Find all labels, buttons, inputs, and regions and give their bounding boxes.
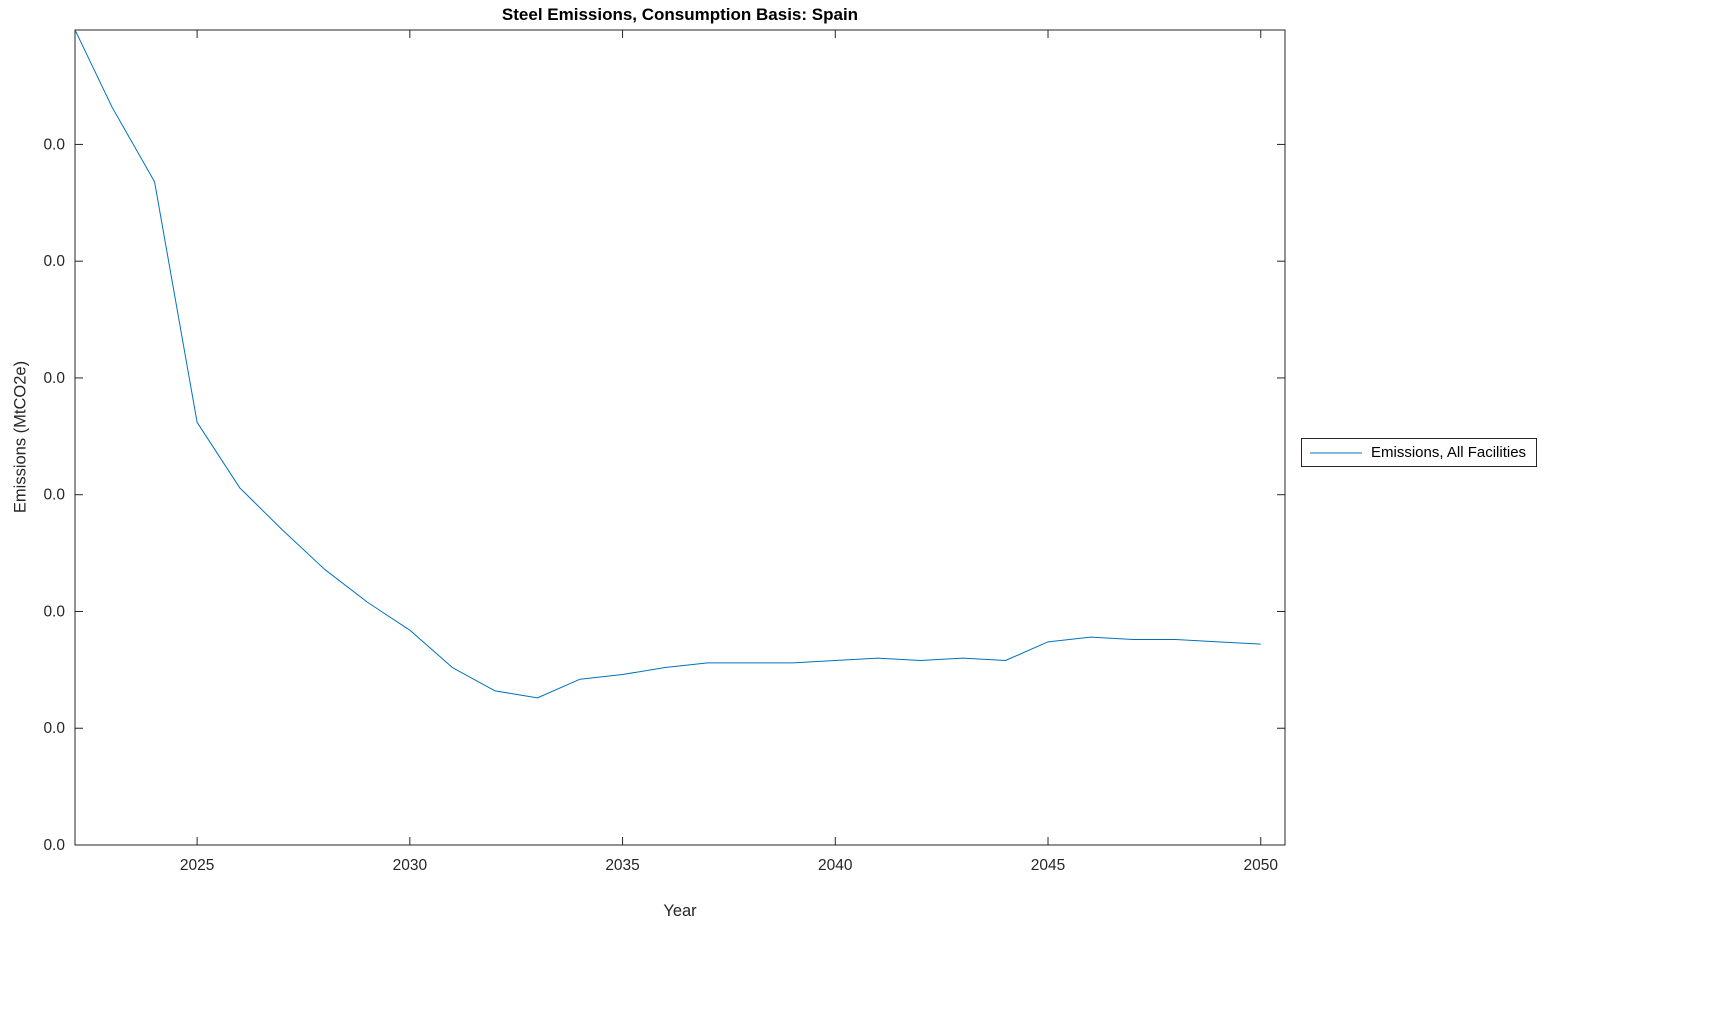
x-tick-label: 2050 [1244,857,1279,874]
y-tick-label: 0.0 [43,370,65,387]
y-tick-label: 0.0 [43,487,65,504]
y-tick-label: 0.0 [43,253,65,270]
emissions-series-line [75,30,1261,699]
legend-line-sample [1310,452,1362,453]
x-tick-label: 2045 [1031,857,1065,874]
x-tick-label: 2035 [605,857,639,874]
chart-title: Steel Emissions, Consumption Basis: Spai… [501,5,859,24]
x-axis-label: Year [663,902,697,920]
y-axis-label: Emissions (MtCO2e) [11,360,30,514]
x-tick-label: 2030 [393,857,428,874]
x-tick-label: 2040 [818,857,853,874]
x-tick-label: 2025 [180,857,214,874]
legend: Emissions, All Facilities [1301,438,1538,467]
legend-entry-label: Emissions, All Facilities [1371,444,1527,461]
y-tick-label: 0.0 [43,720,65,737]
y-tick-label: 0.0 [43,837,65,854]
y-tick-label: 0.0 [43,603,65,620]
y-tick-label: 0.0 [43,136,65,153]
